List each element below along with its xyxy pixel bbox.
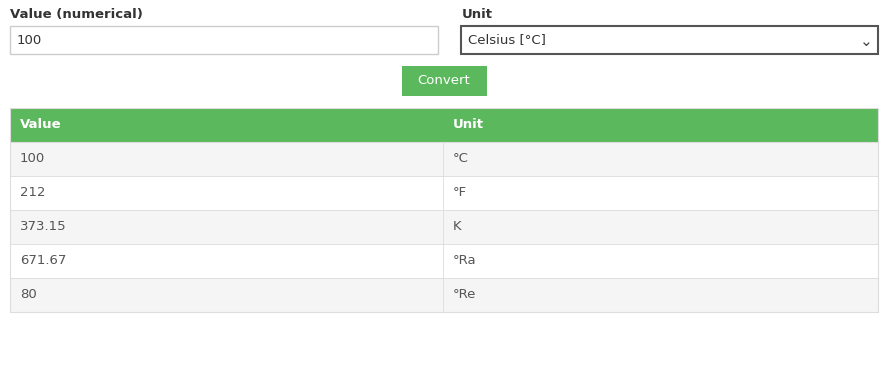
Text: °C: °C [453, 152, 469, 166]
Bar [10, 142, 878, 176]
Text: Unit: Unit [462, 8, 492, 21]
Text: °Ra: °Ra [453, 255, 477, 268]
Bar [10, 26, 438, 54]
Text: Celsius [°C]: Celsius [°C] [468, 33, 546, 46]
Bar [462, 26, 878, 54]
Text: Unit: Unit [453, 119, 484, 131]
Text: 212: 212 [20, 187, 45, 200]
Bar [10, 244, 878, 278]
Bar [10, 108, 878, 142]
Bar [10, 210, 878, 244]
Text: 80: 80 [20, 288, 36, 301]
Text: 373.15: 373.15 [20, 220, 67, 233]
Text: Value: Value [20, 119, 61, 131]
Bar [401, 66, 487, 96]
Bar [10, 108, 878, 312]
Bar [10, 176, 878, 210]
Text: K: K [453, 220, 462, 233]
Text: 100: 100 [20, 152, 45, 166]
Text: 100: 100 [17, 33, 43, 46]
Text: 671.67: 671.67 [20, 255, 67, 268]
Text: Value (numerical): Value (numerical) [10, 8, 143, 21]
Text: ⌄: ⌄ [860, 33, 872, 48]
Bar [10, 278, 878, 312]
Text: °Re: °Re [453, 288, 477, 301]
Text: °F: °F [453, 187, 467, 200]
Text: Convert: Convert [417, 74, 471, 88]
